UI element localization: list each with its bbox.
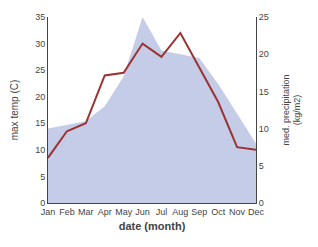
svg-text:0: 0 (259, 198, 264, 208)
svg-text:25: 25 (259, 12, 269, 22)
svg-text:10: 10 (259, 124, 269, 134)
svg-text:Feb: Feb (59, 207, 75, 217)
svg-text:10: 10 (35, 145, 45, 155)
svg-text:max temp (C): max temp (C) (9, 80, 20, 141)
svg-text:25: 25 (35, 65, 45, 75)
svg-text:35: 35 (35, 12, 45, 22)
svg-text:Oct: Oct (211, 207, 226, 217)
svg-text:20: 20 (35, 92, 45, 102)
svg-text:May: May (115, 207, 133, 217)
svg-text:med. precipitation(kg/m2): med. precipitation(kg/m2) (281, 74, 303, 145)
svg-text:20: 20 (259, 49, 269, 59)
svg-text:15: 15 (259, 87, 269, 97)
svg-text:15: 15 (35, 118, 45, 128)
svg-text:Nov: Nov (229, 207, 246, 217)
svg-text:Mar: Mar (78, 207, 94, 217)
svg-text:Jan: Jan (41, 207, 56, 217)
svg-text:5: 5 (259, 161, 264, 171)
svg-text:Apr: Apr (98, 207, 112, 217)
svg-text:30: 30 (35, 39, 45, 49)
svg-text:Dec: Dec (248, 207, 265, 217)
svg-text:Sep: Sep (191, 207, 207, 217)
svg-text:Jul: Jul (156, 207, 168, 217)
svg-text:date (month): date (month) (119, 220, 186, 232)
svg-text:5: 5 (40, 172, 45, 182)
svg-text:0: 0 (40, 198, 45, 208)
svg-text:Jun: Jun (135, 207, 150, 217)
svg-text:Aug: Aug (172, 207, 188, 217)
